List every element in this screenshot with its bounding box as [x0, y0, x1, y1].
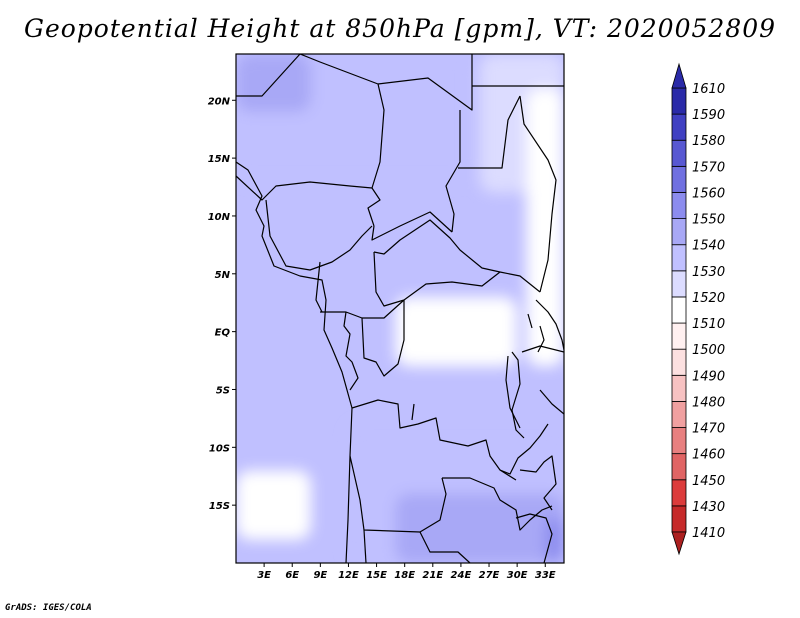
lat-tick-label: 10S [209, 443, 230, 454]
lon-tick-label: 6E [285, 570, 299, 581]
lon-tick-label: 30E [507, 570, 528, 581]
colorbar-segment [671, 296, 687, 324]
lon-tick-label: 21E [422, 570, 443, 581]
colorbar-segment [671, 87, 687, 115]
colorbar-label: 1560 [692, 186, 725, 201]
colorbar-segment [671, 401, 687, 428]
country-borders [236, 54, 564, 563]
lat-tick-label: 15N [208, 154, 231, 165]
shade-region-8 [395, 493, 564, 563]
lat-tick-label: 20N [208, 96, 231, 107]
map-frame [235, 53, 565, 564]
chart-title: Geopotential Height at 850hPa [gpm], VT:… [23, 14, 777, 43]
colorbar-segment [671, 453, 687, 481]
shade-region-4 [526, 88, 564, 367]
lon-tick-label: 15E [366, 570, 387, 581]
axes: 3E 6E 9E 12E 15E 18E 21E 24E 27E 30E 33E 20N 15N 10N 5… [208, 96, 556, 581]
colorbar-segment [671, 165, 687, 193]
colorbar-segment [671, 479, 687, 507]
colorbar-label: 1470 [692, 422, 725, 437]
colorbar-label: 1430 [692, 500, 725, 515]
colorbar-segment [671, 348, 687, 376]
lon-tick-label: 24E [451, 570, 472, 581]
lon-tick-label: 9E [313, 570, 327, 581]
colorbar-label: 1520 [692, 291, 725, 306]
colorbar-label: 1530 [692, 265, 725, 280]
colorbar-label: 1580 [692, 134, 725, 149]
map-plot-area [235, 53, 565, 564]
colorbar-segment [671, 427, 687, 455]
lon-tick-label: 27E [479, 570, 500, 581]
credit-text: GrADS: IGES/COLA [5, 603, 92, 613]
colorbar-segment [671, 374, 687, 402]
colorbar-label: 1450 [692, 474, 725, 489]
colorbar-segment [671, 322, 687, 350]
colorbar-segment [671, 218, 687, 246]
colorbar-label: 1410 [692, 526, 725, 541]
lat-tick-label: 5S [216, 385, 230, 396]
colorbar-segment [671, 270, 687, 298]
colorbar-label: 1570 [692, 160, 725, 175]
colorbar-label: 1490 [692, 369, 725, 384]
colorbar-segment [671, 139, 687, 167]
colorbar-min-arrow [671, 531, 687, 556]
colorbar: 1410 1430 1450 1460 1470 1480 1490 1500 1510 1520… [671, 62, 725, 556]
colorbar-segment [671, 505, 687, 533]
lat-tick-label: EQ [215, 328, 231, 339]
lon-tick-label: 12E [338, 570, 359, 581]
colorbar-label: 1540 [692, 239, 725, 254]
shade-region-6 [236, 470, 311, 540]
lon-tick-label: 18E [394, 570, 415, 581]
colorbar-segment [671, 192, 687, 219]
lat-tick-label: 10N [208, 212, 231, 223]
lon-tick-label: 3E [257, 570, 271, 581]
shade-region-5 [395, 296, 518, 367]
colorbar-max-arrow [671, 62, 687, 89]
colorbar-segment [671, 113, 687, 141]
colorbar-label: 1500 [692, 343, 725, 358]
lat-tick-label: 5N [215, 270, 231, 281]
colorbar-label: 1610 [692, 82, 725, 97]
lat-tick-label: 15S [209, 501, 230, 512]
colorbar-label: 1550 [692, 213, 725, 228]
colorbar-label: 1460 [692, 448, 725, 463]
colorbar-label: 1510 [692, 317, 725, 332]
shading-layer [236, 54, 564, 563]
colorbar-label: 1480 [692, 395, 725, 410]
colorbar-segment [671, 244, 687, 272]
lon-tick-label: 33E [535, 570, 556, 581]
colorbar-label: 1590 [692, 108, 725, 123]
